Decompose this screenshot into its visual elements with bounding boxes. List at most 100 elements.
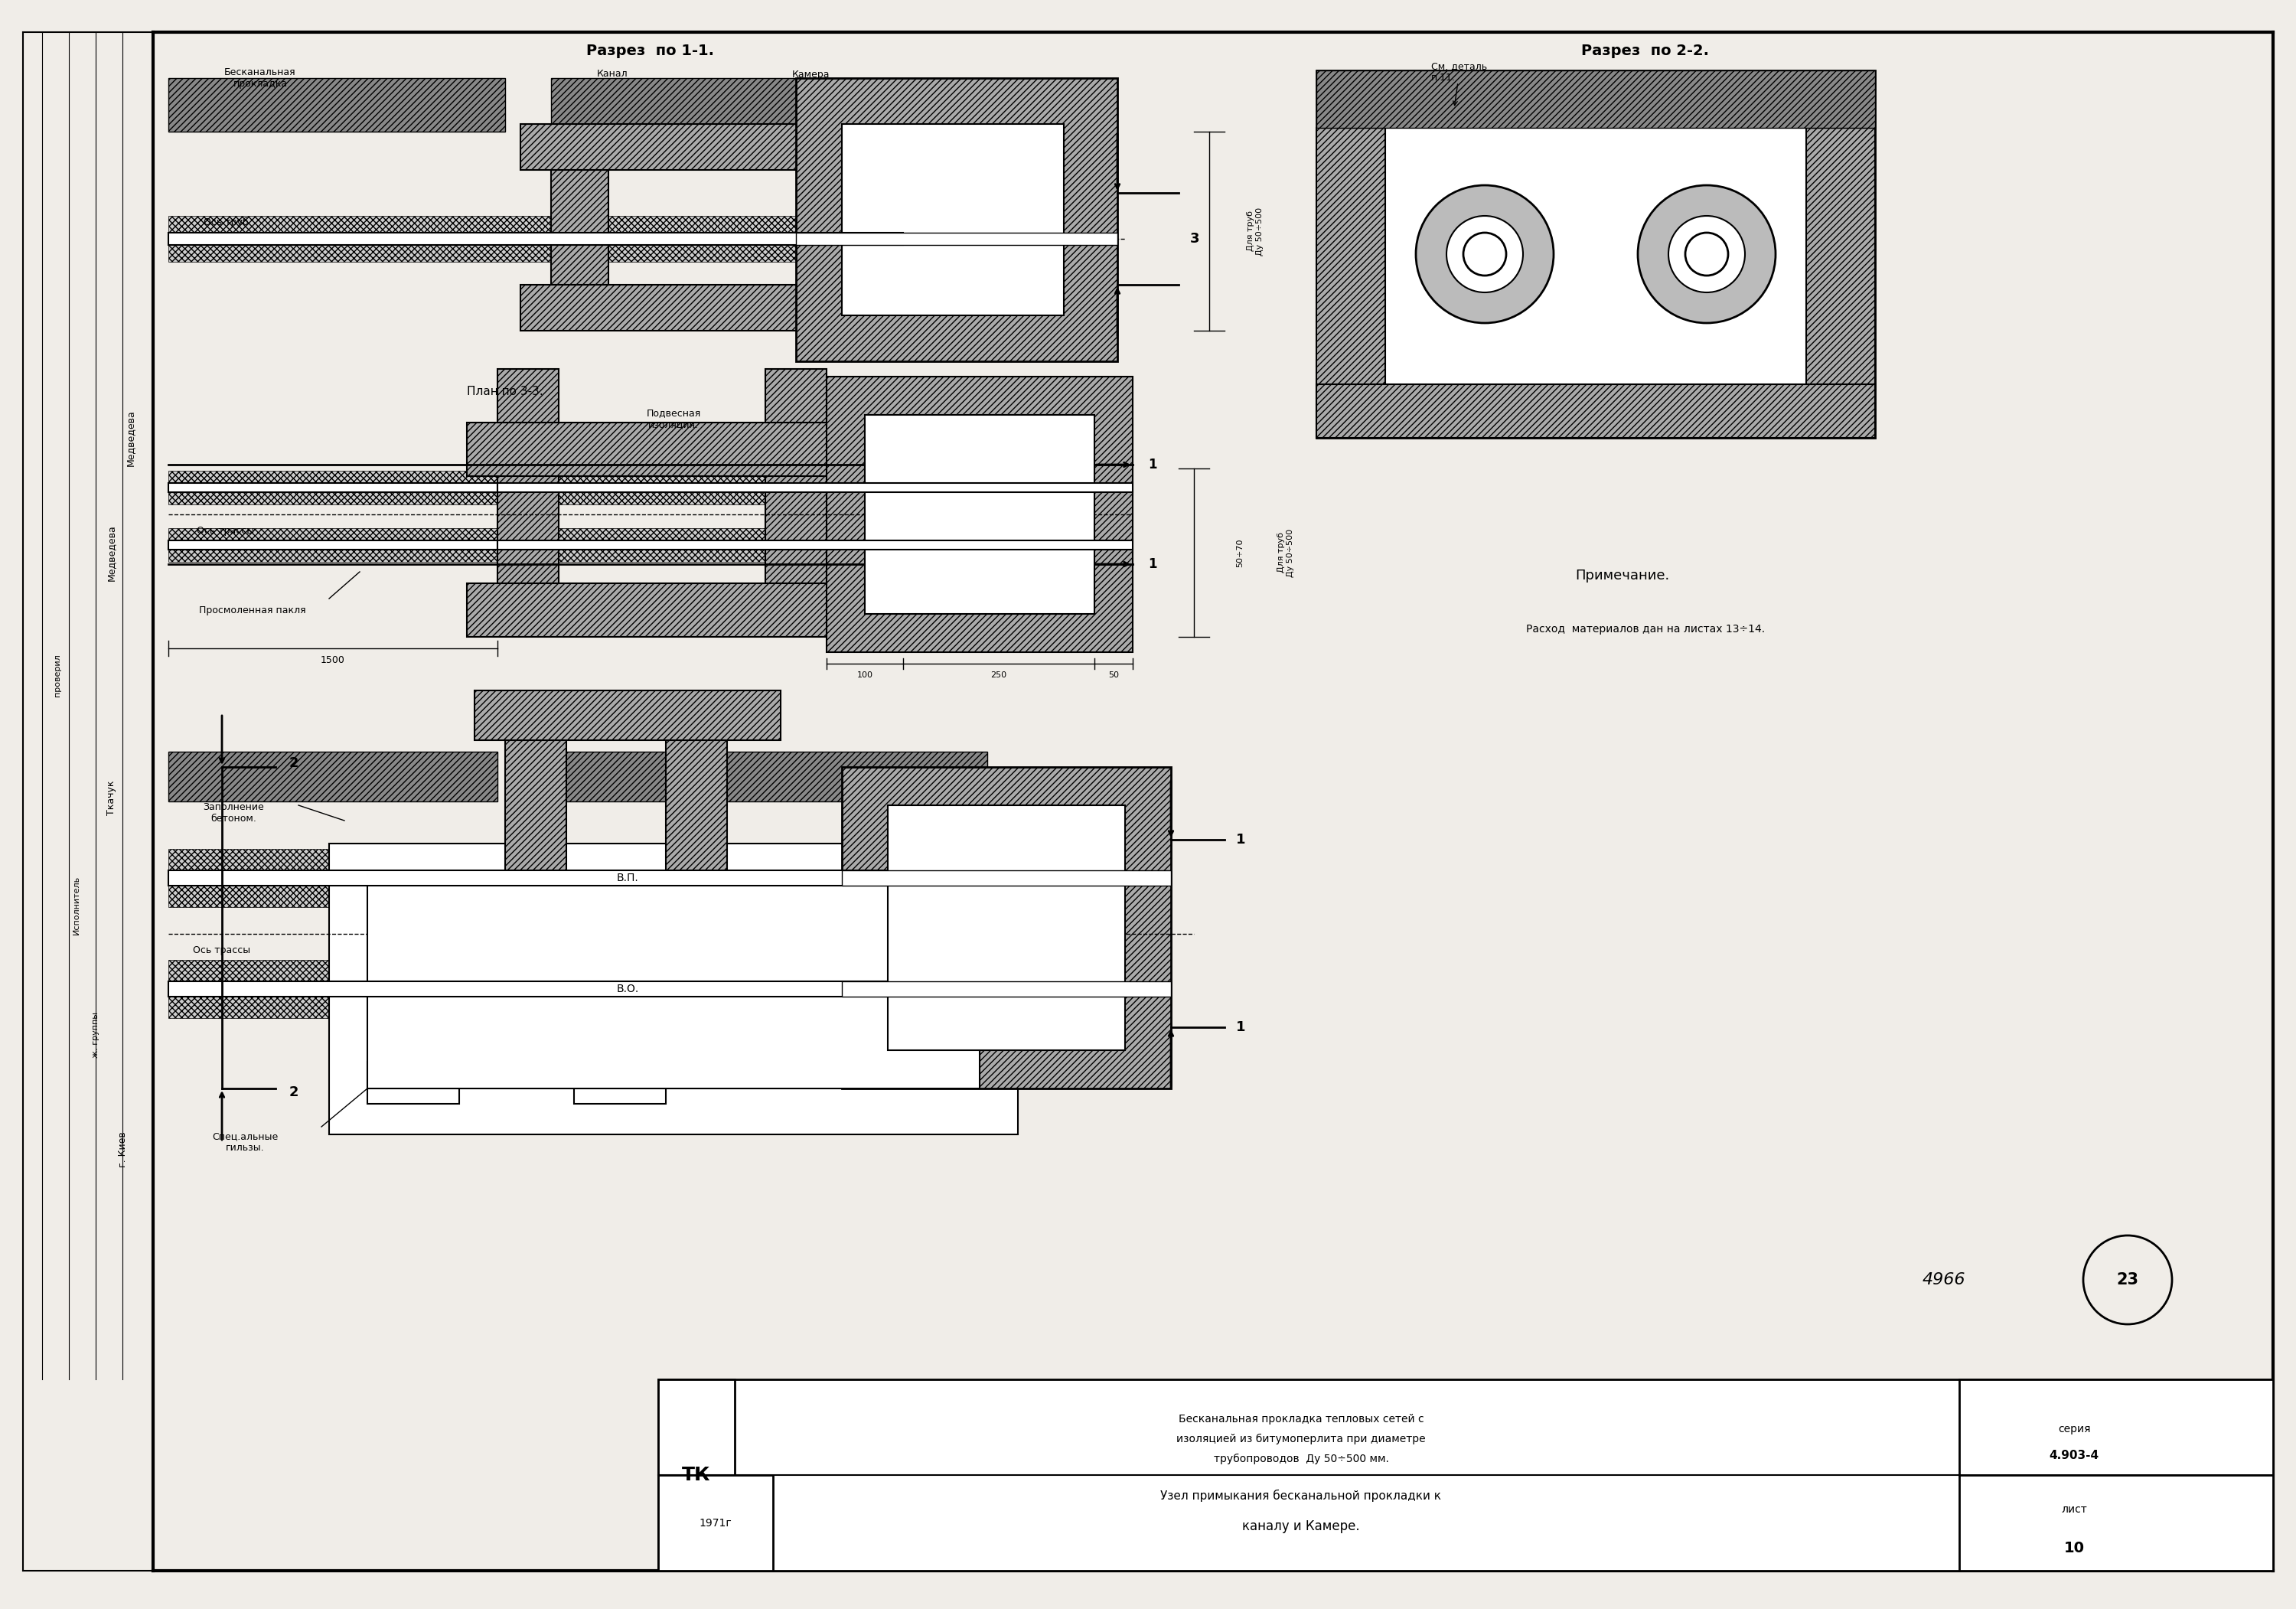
Text: 23: 23 bbox=[2117, 1273, 2140, 1287]
Bar bbox=[843, 870, 1171, 885]
Bar bbox=[498, 528, 1132, 562]
Text: 1: 1 bbox=[1235, 833, 1244, 846]
Text: 50: 50 bbox=[1109, 671, 1118, 679]
Text: Узел примыкания бесканальной прокладки к: Узел примыкания бесканальной прокладки к bbox=[1159, 1490, 1442, 1501]
Text: 1: 1 bbox=[1148, 457, 1157, 471]
Bar bbox=[168, 483, 498, 492]
Text: ж. группы: ж. группы bbox=[92, 1012, 99, 1057]
Text: Подвесная
изоляция.: Подвесная изоляция. bbox=[645, 409, 700, 430]
Text: 3: 3 bbox=[1189, 232, 1199, 246]
Bar bbox=[168, 850, 1109, 907]
Bar bbox=[861, 132, 918, 293]
Text: Расход  материалов дан на листах 13÷14.: Расход материалов дан на листах 13÷14. bbox=[1527, 624, 1766, 634]
Bar bbox=[843, 981, 1171, 996]
Circle shape bbox=[1685, 233, 1729, 275]
Bar bbox=[1316, 71, 1876, 438]
Text: изоляцией из битумоперлита при диаметре: изоляцией из битумоперлита при диаметре bbox=[1176, 1434, 1426, 1445]
Bar bbox=[843, 124, 1063, 315]
Text: 4966: 4966 bbox=[1922, 1273, 1965, 1287]
Text: 2: 2 bbox=[289, 1086, 298, 1099]
Text: Бесканальная прокладка тепловых сетей с: Бесканальная прокладка тепловых сетей с bbox=[1178, 1414, 1424, 1424]
Text: трубопроводов  Ду 50÷500 мм.: трубопроводов Ду 50÷500 мм. bbox=[1215, 1453, 1389, 1464]
Text: 50÷70: 50÷70 bbox=[1235, 539, 1244, 566]
Bar bbox=[765, 368, 827, 599]
Text: Ось труб: Ось труб bbox=[204, 217, 248, 227]
Bar bbox=[659, 1379, 2273, 1570]
Bar bbox=[168, 233, 902, 245]
Bar bbox=[843, 767, 1171, 1088]
Bar bbox=[551, 751, 987, 801]
Bar bbox=[1316, 385, 1876, 438]
Text: В.О.: В.О. bbox=[615, 983, 638, 994]
Text: 1500: 1500 bbox=[321, 655, 344, 665]
Bar bbox=[168, 79, 505, 132]
Text: 100: 100 bbox=[856, 671, 872, 679]
Bar bbox=[367, 1062, 459, 1104]
Bar bbox=[505, 732, 567, 924]
Text: лист: лист bbox=[2062, 1504, 2087, 1514]
Bar bbox=[797, 79, 1118, 362]
Bar bbox=[498, 483, 1132, 492]
Text: Ось трассы: Ось трассы bbox=[197, 526, 255, 536]
Text: Исполнитель: Исполнитель bbox=[73, 875, 80, 935]
Text: ТК: ТК bbox=[682, 1466, 712, 1483]
Bar bbox=[1316, 71, 1876, 127]
Text: Разрез  по 1-1.: Разрез по 1-1. bbox=[588, 43, 714, 58]
Text: 250: 250 bbox=[990, 671, 1008, 679]
Text: 4.903-4: 4.903-4 bbox=[2048, 1450, 2099, 1461]
Bar bbox=[328, 843, 1017, 1134]
Bar bbox=[1958, 1379, 2273, 1475]
Bar bbox=[475, 1023, 781, 1073]
Bar bbox=[827, 377, 1132, 652]
Bar bbox=[498, 541, 1132, 550]
Text: серия: серия bbox=[2057, 1424, 2089, 1435]
Text: проверил: проверил bbox=[53, 653, 62, 697]
Bar bbox=[889, 804, 1125, 1051]
Text: Просмоленная пакля: Просмоленная пакля bbox=[200, 605, 305, 615]
Text: Канал: Канал bbox=[597, 69, 627, 79]
Circle shape bbox=[1669, 216, 1745, 293]
Bar bbox=[1807, 127, 1876, 438]
Text: 1: 1 bbox=[1235, 1020, 1244, 1035]
Circle shape bbox=[1463, 233, 1506, 275]
Text: Медведева: Медведева bbox=[106, 525, 115, 581]
Text: Для труб
Ду 50÷500: Для труб Ду 50÷500 bbox=[1277, 528, 1295, 576]
Text: Заполнение
бетоном.: Заполнение бетоном. bbox=[202, 803, 264, 824]
Text: Бесканальная
прокладка: Бесканальная прокладка bbox=[225, 68, 296, 88]
Bar bbox=[168, 981, 1109, 996]
Bar bbox=[866, 415, 1095, 615]
Bar bbox=[1316, 127, 1384, 438]
Bar bbox=[498, 471, 1132, 505]
Text: 10: 10 bbox=[2064, 1540, 2085, 1554]
Bar bbox=[168, 216, 902, 262]
Bar bbox=[659, 1379, 735, 1570]
Text: См. деталь
п.11.: См. деталь п.11. bbox=[1430, 61, 1488, 82]
Bar bbox=[498, 368, 558, 599]
Bar bbox=[666, 732, 728, 924]
Bar bbox=[551, 132, 608, 293]
Text: Ткачук: Ткачук bbox=[106, 780, 115, 816]
Bar bbox=[168, 471, 498, 505]
Bar bbox=[168, 870, 1109, 885]
Text: каналу и Камере.: каналу и Камере. bbox=[1242, 1519, 1359, 1533]
Text: 1971г: 1971г bbox=[700, 1517, 732, 1529]
Text: Медведева: Медведева bbox=[124, 410, 135, 467]
Text: В.П.: В.П. bbox=[618, 872, 638, 883]
Bar bbox=[466, 423, 879, 476]
Bar bbox=[168, 528, 498, 562]
Circle shape bbox=[1637, 185, 1775, 323]
Bar bbox=[551, 79, 994, 132]
Bar bbox=[367, 882, 980, 1088]
Bar bbox=[1958, 1475, 2273, 1570]
Bar bbox=[475, 690, 781, 740]
Text: Примечание.: Примечание. bbox=[1575, 568, 1669, 582]
Text: План по 3-3.: План по 3-3. bbox=[466, 386, 544, 397]
Bar bbox=[466, 584, 879, 637]
Text: Ось трассы: Ось трассы bbox=[193, 946, 250, 956]
Bar bbox=[574, 1062, 666, 1104]
Circle shape bbox=[1446, 216, 1522, 293]
Bar bbox=[521, 285, 948, 331]
Text: Камера: Камера bbox=[792, 69, 831, 79]
Bar bbox=[659, 1475, 774, 1570]
Text: Разрез  по 2-2.: Разрез по 2-2. bbox=[1582, 43, 1708, 58]
